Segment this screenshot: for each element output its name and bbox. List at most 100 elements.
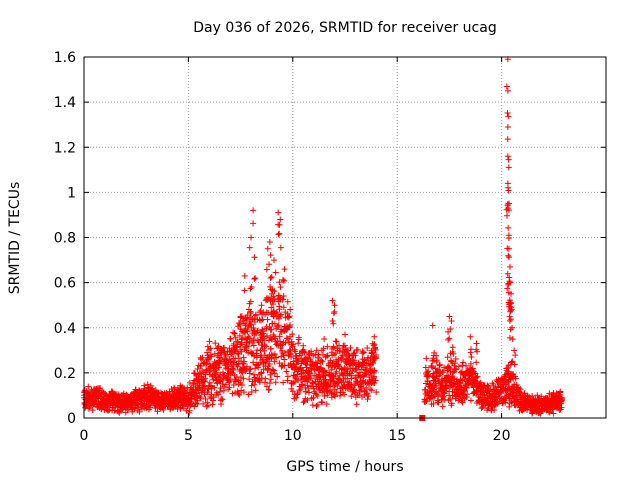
data-point bbox=[246, 314, 253, 321]
data-point bbox=[474, 348, 481, 355]
data-point bbox=[371, 333, 378, 340]
data-point bbox=[504, 136, 511, 143]
data-point bbox=[433, 358, 440, 365]
data-point bbox=[506, 313, 513, 320]
data-point bbox=[266, 386, 273, 393]
data-point bbox=[314, 392, 321, 399]
data-point bbox=[281, 356, 288, 363]
data-point bbox=[246, 370, 253, 377]
data-point bbox=[247, 365, 254, 372]
data-point bbox=[312, 359, 319, 366]
data-point bbox=[239, 382, 246, 389]
data-point bbox=[351, 382, 358, 389]
data-point bbox=[504, 123, 511, 130]
data-point bbox=[510, 375, 517, 382]
data-point bbox=[509, 324, 516, 331]
data-point bbox=[199, 354, 206, 361]
data-point bbox=[275, 315, 282, 322]
data-point bbox=[342, 366, 349, 373]
data-point bbox=[506, 200, 513, 207]
data-point bbox=[276, 230, 283, 237]
data-point bbox=[505, 368, 512, 375]
data-point bbox=[97, 385, 104, 392]
data-point bbox=[341, 364, 348, 371]
data-point bbox=[429, 322, 436, 329]
data-point bbox=[282, 349, 289, 356]
x-tick-label: 0 bbox=[80, 428, 89, 444]
data-point bbox=[300, 399, 307, 406]
data-point bbox=[288, 354, 295, 361]
data-point bbox=[331, 363, 338, 370]
data-point bbox=[242, 334, 249, 341]
data-point bbox=[280, 276, 287, 283]
data-point bbox=[212, 340, 219, 347]
data-point bbox=[213, 369, 220, 376]
data-point bbox=[266, 323, 273, 330]
data-point bbox=[324, 392, 331, 399]
data-point bbox=[364, 396, 371, 403]
data-point bbox=[270, 367, 277, 374]
data-point bbox=[239, 341, 246, 348]
data-point bbox=[197, 395, 204, 402]
data-point bbox=[277, 244, 284, 251]
data-point bbox=[467, 397, 474, 404]
data-point bbox=[351, 349, 358, 356]
data-point bbox=[229, 390, 236, 397]
data-point bbox=[238, 336, 245, 343]
data-point bbox=[504, 110, 511, 117]
data-point bbox=[277, 312, 284, 319]
data-point bbox=[340, 342, 347, 349]
data-point bbox=[303, 367, 310, 374]
data-point bbox=[300, 359, 307, 366]
data-point bbox=[250, 324, 257, 331]
data-point bbox=[266, 380, 273, 387]
data-point bbox=[504, 153, 511, 160]
data-point bbox=[285, 314, 292, 321]
data-point bbox=[445, 365, 452, 372]
data-point bbox=[266, 361, 273, 368]
data-point bbox=[211, 384, 218, 391]
data-point bbox=[505, 156, 512, 163]
data-point bbox=[191, 403, 198, 410]
data-point bbox=[236, 332, 243, 339]
data-point bbox=[424, 377, 431, 384]
data-point bbox=[106, 406, 113, 413]
data-point bbox=[289, 388, 296, 395]
data-point bbox=[321, 367, 328, 374]
data-point bbox=[428, 363, 435, 370]
data-point bbox=[266, 239, 273, 246]
data-point bbox=[252, 387, 259, 394]
data-point bbox=[277, 338, 284, 345]
data-point bbox=[251, 276, 258, 283]
data-point bbox=[329, 297, 336, 304]
data-point bbox=[295, 334, 302, 341]
data-point bbox=[446, 313, 453, 320]
data-point bbox=[491, 406, 498, 413]
data-point bbox=[324, 343, 331, 350]
data-point bbox=[256, 379, 263, 386]
data-point bbox=[268, 326, 275, 333]
data-point bbox=[227, 376, 234, 383]
data-point bbox=[276, 279, 283, 286]
data-point bbox=[279, 296, 286, 303]
data-point bbox=[241, 287, 248, 294]
data-point bbox=[352, 352, 359, 359]
data-point bbox=[330, 320, 337, 327]
data-point bbox=[152, 404, 159, 411]
data-point bbox=[371, 380, 378, 387]
data-point bbox=[440, 393, 447, 400]
data-point bbox=[276, 221, 283, 228]
data-point bbox=[251, 254, 258, 261]
data-point bbox=[116, 409, 123, 416]
data-point bbox=[422, 398, 429, 405]
data-point bbox=[445, 336, 452, 343]
data-point bbox=[447, 350, 454, 357]
data-point bbox=[266, 261, 273, 268]
data-point bbox=[141, 382, 148, 389]
data-point bbox=[280, 304, 287, 311]
data-point bbox=[430, 355, 437, 362]
data-point bbox=[277, 216, 284, 223]
axis-ticks: 0 5 10 15 20 0 0.2 0.4 0.6 0.8 1 1.2 1.4 1.6 bbox=[54, 50, 606, 444]
data-point bbox=[506, 279, 513, 286]
data-point bbox=[231, 330, 238, 337]
